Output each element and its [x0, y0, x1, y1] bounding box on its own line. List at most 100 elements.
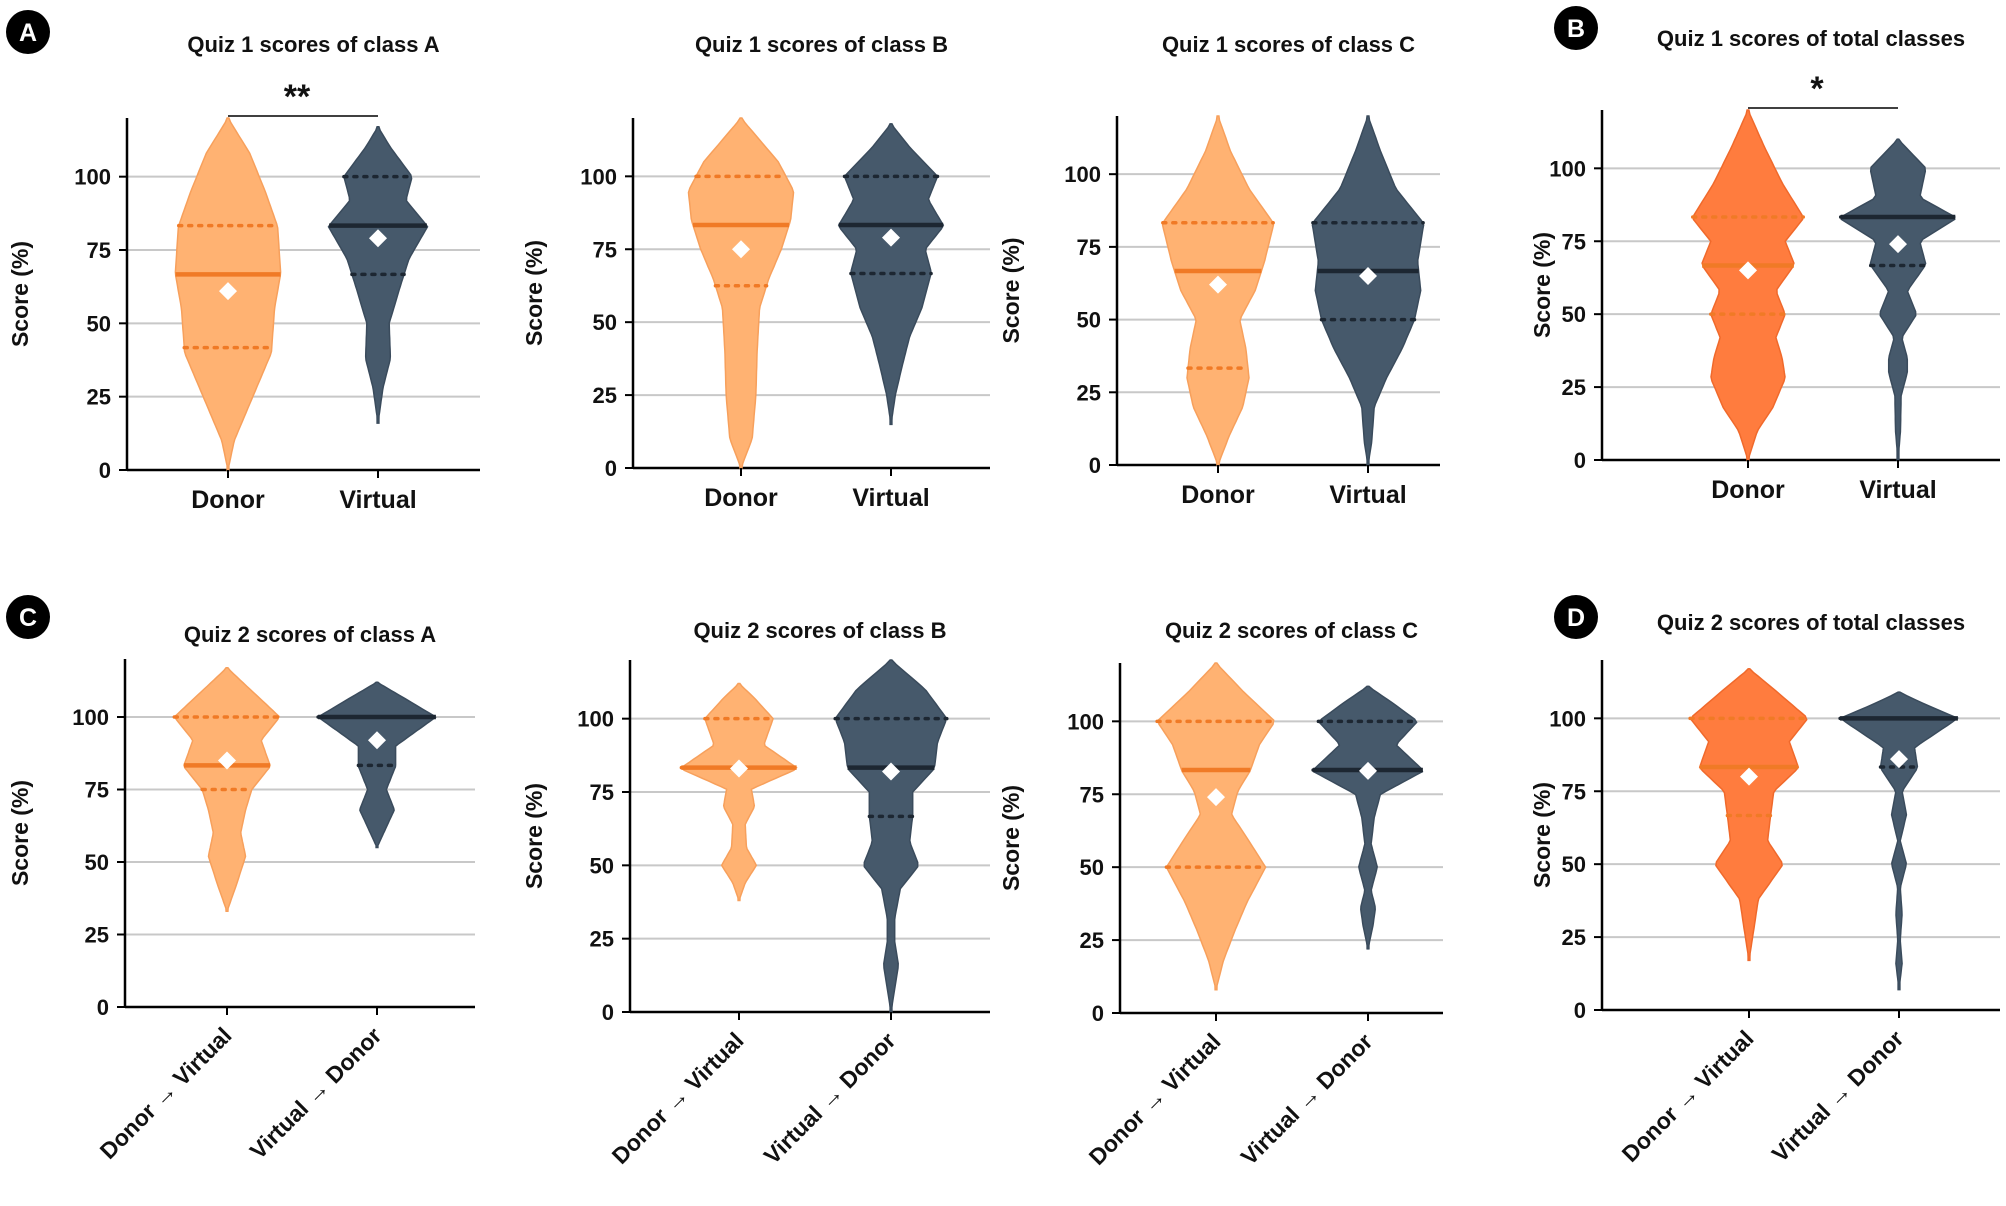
y-tick-label: 25 — [590, 927, 614, 952]
y-tick-label: 100 — [577, 707, 614, 732]
x-tick-label: Virtual → Donor — [1767, 1025, 1909, 1167]
mean-marker — [882, 228, 900, 247]
chart-panel-6: Quiz 2 scores of class B 0 25 50 75 100 Score … — [521, 618, 990, 1169]
mean-marker — [1740, 767, 1758, 786]
y-tick-label: 0 — [605, 456, 617, 481]
y-tick-label: 75 — [593, 237, 617, 262]
y-axis-label: Score (%) — [998, 785, 1024, 891]
chart-title: Quiz 1 scores of class A — [187, 32, 439, 57]
chart-title: Quiz 2 scores of class C — [1165, 618, 1418, 643]
chart-panel-8: D Quiz 2 scores of total classes 0 25 50 75 10… — [1529, 595, 2000, 1167]
significance-stars: ** — [284, 78, 311, 116]
y-tick-label: 25 — [1562, 375, 1586, 400]
violin-group1 — [1692, 109, 1804, 461]
y-tick-label: 100 — [1067, 709, 1104, 734]
y-tick-label: 25 — [1080, 928, 1104, 953]
y-tick-label: 0 — [97, 995, 109, 1020]
y-tick-label: 25 — [1562, 925, 1586, 950]
y-tick-label: 50 — [1562, 302, 1586, 327]
y-tick-label: 75 — [590, 780, 614, 805]
chart-title: Quiz 1 scores of class C — [1162, 32, 1415, 57]
violin-group2 — [1312, 685, 1424, 950]
y-tick-label: 50 — [593, 310, 617, 335]
violin-group2 — [835, 659, 947, 1013]
y-tick-label: 75 — [87, 238, 111, 263]
y-tick-label: 50 — [85, 850, 109, 875]
y-tick-label: 25 — [87, 385, 111, 410]
y-tick-label: 75 — [85, 778, 109, 803]
y-tick-label: 100 — [72, 705, 109, 730]
y-tick-label: 50 — [1077, 308, 1101, 333]
violin-group1 — [173, 666, 281, 913]
mean-marker — [1890, 750, 1908, 769]
chart-panel-5: C Quiz 2 scores of class A 0 25 50 75 100 Score… — [6, 595, 475, 1164]
y-tick-label: 100 — [1549, 706, 1586, 731]
chart-panel-7: Quiz 2 scores of class C 0 25 50 75 100 Score … — [998, 618, 1443, 1170]
chart-panel-4: B Quiz 1 scores of total classes 0 25 50 75 10… — [1529, 6, 2000, 504]
x-tick-label: Virtual — [1329, 481, 1406, 509]
x-tick-label: Virtual → Donor — [245, 1022, 387, 1164]
mean-marker — [1739, 261, 1757, 280]
mean-marker — [730, 759, 748, 778]
x-tick-label: Virtual → Donor — [1236, 1028, 1378, 1170]
x-tick-label: Virtual → Donor — [759, 1027, 901, 1169]
mean-marker — [1207, 788, 1225, 807]
y-tick-label: 0 — [1089, 453, 1101, 478]
y-tick-label: 50 — [590, 853, 614, 878]
y-axis-label: Score (%) — [521, 783, 547, 889]
y-axis-label: Score (%) — [7, 241, 33, 347]
panel-badge-D — [1554, 595, 1598, 639]
y-axis-label: Score (%) — [7, 780, 33, 886]
y-tick-label: 100 — [1064, 162, 1101, 187]
y-tick-label: 75 — [1562, 229, 1586, 254]
y-tick-label: 0 — [99, 458, 111, 483]
chart-title: Quiz 2 scores of total classes — [1657, 610, 1965, 635]
y-axis-label: Score (%) — [998, 237, 1024, 343]
mean-marker — [732, 240, 750, 259]
x-tick-label: Donor — [1711, 476, 1785, 504]
y-tick-label: 75 — [1562, 779, 1586, 804]
y-tick-label: 50 — [1562, 852, 1586, 877]
mean-marker — [218, 751, 236, 770]
violin-group2 — [1311, 115, 1425, 466]
violin-group2 — [1839, 691, 1959, 991]
y-tick-label: 0 — [602, 1000, 614, 1025]
chart-panel-1: A Quiz 1 scores of class A 0 25 50 75 100 Score… — [6, 10, 480, 514]
violin-group1 — [687, 117, 795, 469]
x-tick-label: Donor → Virtual — [95, 1022, 237, 1164]
panel-letter: D — [1567, 604, 1585, 632]
mean-marker — [882, 762, 900, 781]
y-tick-label: 25 — [1077, 380, 1101, 405]
panel-badge-B — [1554, 6, 1598, 50]
mean-marker — [1889, 235, 1907, 254]
x-tick-label: Virtual — [339, 486, 416, 514]
x-tick-label: Donor — [191, 486, 265, 514]
y-tick-label: 75 — [1077, 235, 1101, 260]
y-tick-label: 25 — [593, 383, 617, 408]
y-axis-label: Score (%) — [521, 240, 547, 346]
mean-marker — [369, 229, 387, 248]
y-tick-label: 100 — [1549, 156, 1586, 181]
chart-panel-2: Quiz 1 scores of class B 0 25 50 75 100 Score … — [521, 32, 990, 512]
y-tick-label: 50 — [87, 311, 111, 336]
mean-marker — [1359, 266, 1377, 285]
violin-group1 — [680, 682, 798, 902]
mean-marker — [1209, 275, 1227, 294]
panel-badge-A — [6, 10, 50, 54]
x-tick-label: Donor → Virtual — [1617, 1025, 1759, 1167]
y-tick-label: 0 — [1574, 448, 1586, 473]
violin-group2 — [1840, 138, 1956, 461]
mean-marker — [368, 731, 386, 750]
significance-stars: * — [1810, 70, 1824, 108]
mean-marker — [219, 282, 237, 301]
y-tick-label: 50 — [1080, 855, 1104, 880]
y-axis-label: Score (%) — [1529, 232, 1555, 338]
panel-letter: B — [1567, 15, 1585, 43]
panel-letter: A — [19, 19, 37, 47]
x-tick-label: Virtual — [1859, 476, 1936, 504]
y-tick-label: 100 — [74, 165, 111, 190]
chart-title: Quiz 1 scores of total classes — [1657, 26, 1965, 51]
x-tick-label: Donor → Virtual — [1084, 1028, 1226, 1170]
violin-group1 — [1157, 662, 1275, 991]
